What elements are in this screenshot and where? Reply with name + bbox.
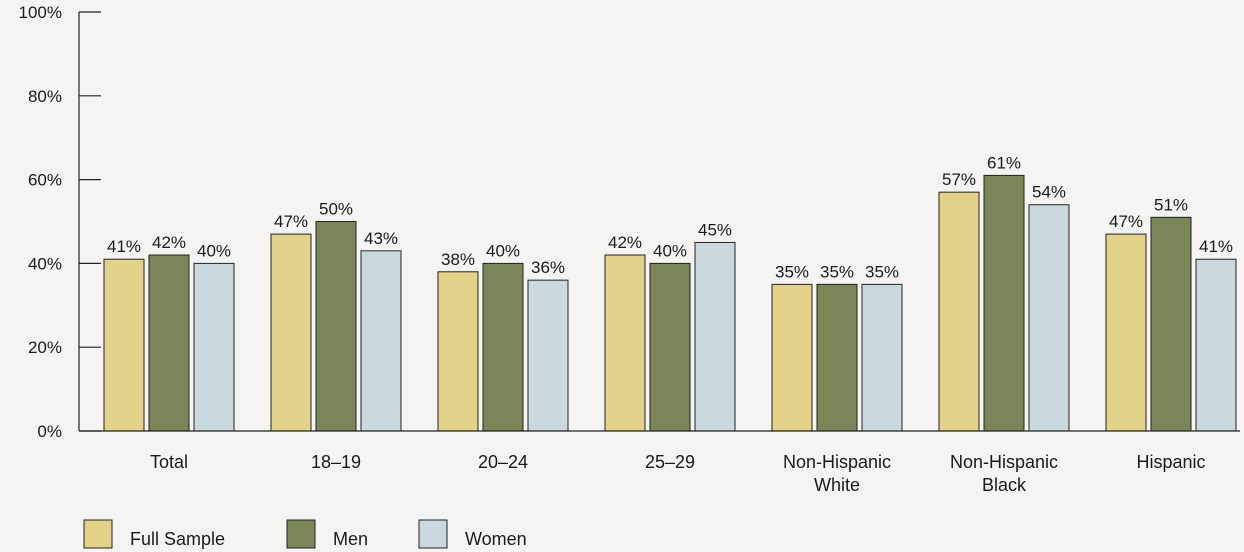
bar-value-label: 61% — [987, 153, 1021, 172]
bar-full-sample — [270, 233, 312, 432]
bar-women — [1195, 258, 1237, 432]
y-axis: 0% 20% 40% 60% 80% 100% — [19, 3, 101, 441]
bar-value-label: 36% — [531, 258, 565, 277]
bar-value-label: 42% — [608, 233, 642, 252]
bar-value-label: 40% — [486, 241, 520, 260]
x-category-label: Non-Hispanic — [783, 452, 891, 472]
legend-label: Women — [465, 529, 527, 549]
x-category-label: Hispanic — [1136, 452, 1205, 472]
legend-label: Men — [333, 529, 368, 549]
bar-women — [360, 250, 402, 432]
legend-swatch-women — [418, 519, 448, 549]
bar-value-label: 47% — [1109, 212, 1143, 231]
bar-full-sample — [771, 283, 813, 432]
bar-full-sample — [437, 271, 479, 432]
bar-value-label: 54% — [1032, 183, 1066, 202]
bar-value-label: 42% — [152, 233, 186, 252]
y-tick-label: 0% — [37, 422, 62, 441]
bar-women — [527, 279, 569, 432]
bar-value-label: 45% — [698, 220, 732, 239]
x-category-label: 18–19 — [311, 452, 361, 472]
bar-men — [482, 262, 524, 432]
bar-men — [983, 174, 1025, 432]
bar-value-label: 47% — [274, 212, 308, 231]
bar-value-label: 40% — [653, 241, 687, 260]
x-category-label: Black — [982, 475, 1027, 495]
x-category-label: Non-Hispanic — [950, 452, 1058, 472]
bar-full-sample — [938, 191, 980, 432]
value-labels: 41% 42% 40% 47% 50% 43% 38% 40% 36% 42% 40% 45% 35% 3… — [107, 153, 1233, 281]
bar-men — [816, 283, 858, 432]
bars — [103, 174, 1237, 432]
bar-value-label: 41% — [1199, 237, 1233, 256]
legend-swatch-full-sample — [83, 519, 113, 549]
bar-value-label: 57% — [942, 170, 976, 189]
x-axis: Total 18–19 20–24 25–29 Non-Hispanic White Non… — [79, 430, 1240, 495]
x-category-label: Total — [150, 452, 188, 472]
y-tick-label: 20% — [28, 338, 62, 357]
legend: Full Sample Men Women — [83, 519, 527, 549]
bar-full-sample — [604, 254, 646, 432]
y-tick-label: 100% — [19, 3, 62, 22]
bar-women — [694, 241, 736, 432]
bar-full-sample — [1105, 233, 1147, 432]
bar-value-label: 35% — [775, 262, 809, 281]
legend-swatch-men — [286, 519, 316, 549]
x-category-label: 20–24 — [478, 452, 528, 472]
bar-men — [148, 254, 190, 432]
x-category-label: 25–29 — [645, 452, 695, 472]
bar-value-label: 50% — [319, 200, 353, 219]
bar-value-label: 41% — [107, 237, 141, 256]
legend-label: Full Sample — [130, 529, 225, 549]
bar-value-label: 40% — [197, 241, 231, 260]
bar-men — [315, 221, 357, 432]
bar-women — [861, 283, 903, 432]
y-tick-label: 80% — [28, 87, 62, 106]
bar-value-label: 43% — [364, 229, 398, 248]
bar-women — [193, 262, 235, 432]
bar-value-label: 51% — [1154, 195, 1188, 214]
x-category-label: White — [814, 475, 860, 495]
y-tick-label: 60% — [28, 171, 62, 190]
bar-full-sample — [103, 258, 145, 432]
y-tick-label: 40% — [28, 254, 62, 273]
bar-value-label: 38% — [441, 250, 475, 269]
bar-women — [1028, 204, 1070, 432]
bar-value-label: 35% — [865, 262, 899, 281]
bar-men — [1150, 216, 1192, 432]
bar-men — [649, 262, 691, 432]
bar-value-label: 35% — [820, 262, 854, 281]
